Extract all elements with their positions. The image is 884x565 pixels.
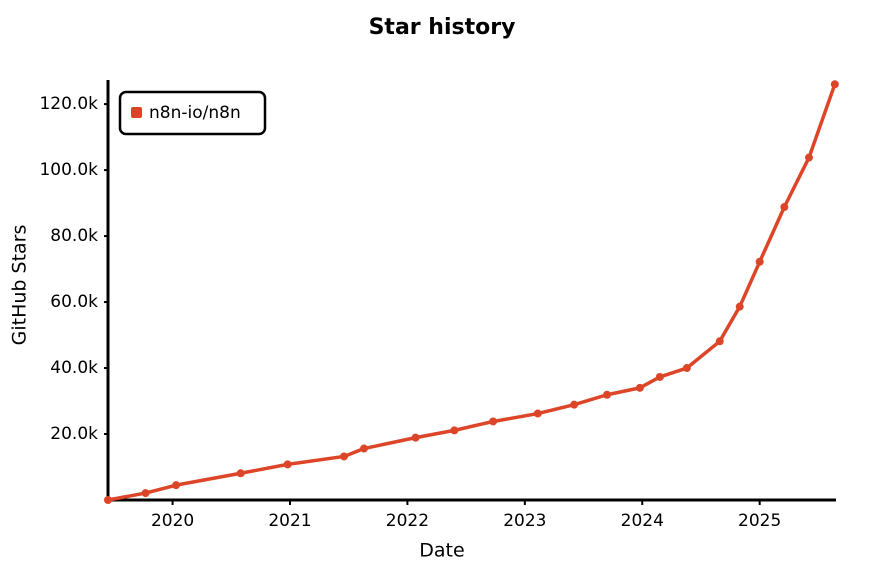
data-point: [780, 203, 789, 212]
data-point: [104, 496, 112, 504]
data-point: [755, 257, 764, 266]
x-tick-label: 2021: [268, 511, 311, 531]
data-point: [603, 390, 612, 399]
x-tick-label: 2022: [386, 511, 429, 531]
data-point: [283, 460, 292, 469]
x-tick-label: 2024: [621, 511, 664, 531]
data-point: [830, 80, 839, 89]
data-point: [236, 469, 245, 478]
data-point: [411, 433, 420, 442]
data-point: [533, 409, 542, 418]
data-point: [682, 364, 691, 373]
data-point: [735, 302, 744, 311]
x-tick-label: 2020: [151, 511, 194, 531]
y-axis-label: GitHub Stars: [9, 225, 31, 346]
data-point: [715, 337, 724, 346]
data-point: [450, 426, 459, 435]
x-tick-label: 2023: [503, 511, 546, 531]
x-axis-label: Date: [419, 540, 464, 562]
data-point: [635, 383, 644, 392]
y-tick-label: 120.0k: [39, 94, 98, 114]
data-point: [340, 452, 349, 461]
legend-box: [118, 90, 267, 136]
legend-label: n8n-io/n8n: [149, 103, 241, 123]
data-point: [570, 400, 579, 409]
y-tick-label: 100.0k: [39, 160, 98, 180]
series-line: [106, 82, 837, 502]
y-tick-label: 20.0k: [50, 424, 98, 444]
legend-swatch: [131, 107, 142, 118]
x-tick-label: 2025: [738, 511, 781, 531]
data-point: [141, 489, 150, 498]
chart-title: Star history: [369, 15, 516, 40]
y-tick-label: 60.0k: [50, 292, 98, 312]
data-point: [172, 481, 181, 490]
data-point: [655, 372, 664, 381]
data-point: [804, 153, 813, 162]
data-point: [489, 417, 498, 426]
data-point: [359, 444, 368, 453]
y-tick-label: 80.0k: [50, 226, 98, 246]
y-tick-label: 40.0k: [50, 358, 98, 378]
